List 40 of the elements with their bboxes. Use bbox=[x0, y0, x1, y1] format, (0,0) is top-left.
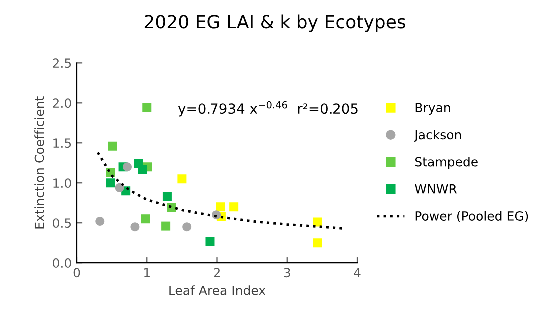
point bbox=[141, 214, 150, 224]
point bbox=[130, 222, 140, 232]
legend-label: Stampede bbox=[415, 157, 478, 170]
y-tick-label: 1.0 bbox=[54, 178, 72, 188]
point bbox=[216, 202, 226, 212]
chart-title: 2020 EG LAI & k by Ecotypes bbox=[144, 14, 406, 32]
legend-label: WNWR bbox=[415, 184, 458, 194]
y-tick-label: 2.5 bbox=[53, 58, 72, 68]
y-tick-label: 1.5 bbox=[54, 138, 72, 148]
point bbox=[96, 217, 105, 226]
x-tick-label: 4 bbox=[354, 268, 361, 278]
point bbox=[167, 203, 176, 212]
x-axis-title: Leaf Area Index bbox=[170, 286, 266, 296]
point bbox=[313, 238, 322, 248]
x-tick-label: 3 bbox=[284, 268, 290, 278]
point bbox=[142, 103, 152, 112]
point bbox=[182, 222, 192, 232]
point bbox=[206, 236, 215, 246]
point bbox=[162, 192, 172, 202]
point bbox=[230, 202, 239, 212]
x-tick-label: 1 bbox=[144, 268, 150, 278]
x-tick-label: 2 bbox=[214, 268, 220, 278]
point bbox=[178, 174, 187, 184]
legend-label: Power (Pooled EG) bbox=[416, 211, 528, 222]
y-axis-title: Extinction Coefficient bbox=[34, 96, 44, 229]
legend-label: Bryan bbox=[416, 103, 450, 115]
point bbox=[313, 218, 322, 227]
line-series bbox=[96, 151, 345, 230]
point bbox=[162, 222, 171, 231]
annotation: y=0.7934 x$^{−0.46}$ r²=0.205 bbox=[178, 101, 358, 117]
y-tick-label: 0.0 bbox=[53, 258, 72, 268]
point bbox=[108, 142, 118, 151]
point bbox=[106, 178, 116, 188]
y-tick-label: 0.5 bbox=[53, 218, 72, 228]
y-tick-label: 2.0 bbox=[53, 98, 72, 108]
legend-label: Jackson bbox=[414, 130, 462, 142]
x-tick-label: 0 bbox=[74, 268, 80, 278]
point bbox=[115, 183, 124, 192]
point bbox=[138, 165, 148, 174]
point bbox=[122, 162, 132, 172]
